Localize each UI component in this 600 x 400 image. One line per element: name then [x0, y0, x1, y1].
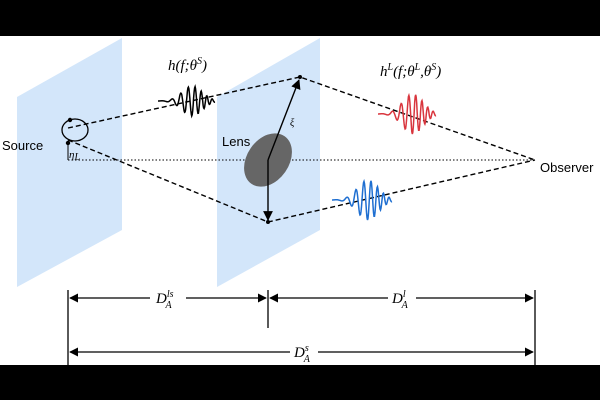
label-bg — [150, 286, 186, 310]
part: (f;θ — [393, 64, 415, 80]
part: h(f;θ — [168, 58, 198, 74]
binary-star — [67, 117, 73, 123]
sup: S — [197, 56, 202, 67]
observer-label: Observer — [540, 160, 594, 175]
d-s-label: Ds A — [293, 343, 311, 365]
base: D — [293, 345, 305, 361]
label-bg — [388, 286, 416, 310]
sup: S — [431, 62, 436, 73]
part: h — [380, 64, 388, 80]
source-wave-label: h(f;θS) — [168, 56, 207, 74]
eta-sub: L — [73, 152, 80, 163]
source-plane — [17, 38, 122, 287]
sub: A — [401, 300, 409, 311]
sup: L — [387, 62, 394, 73]
top-bar — [0, 0, 600, 36]
sub: A — [303, 354, 311, 365]
sup: L — [414, 62, 421, 73]
binary-orbit — [61, 118, 89, 142]
source-label: Source — [2, 138, 43, 153]
part: ) — [201, 58, 207, 74]
label-bg — [290, 340, 318, 364]
d-ls-label: Dls A — [155, 289, 174, 311]
base: D — [155, 291, 167, 307]
upper-ray — [67, 76, 536, 161]
xi-arrow — [267, 79, 301, 161]
xi-label: ξ — [290, 118, 295, 129]
sup: s — [305, 343, 309, 354]
part: ) — [435, 64, 441, 80]
image-point — [298, 75, 302, 79]
bottom-bar — [0, 365, 600, 400]
eta-base: η — [69, 149, 74, 161]
part: ,θ — [420, 64, 432, 80]
sup: ls — [167, 289, 174, 300]
sup: l — [403, 289, 406, 300]
eta-label: ηL — [69, 149, 80, 163]
image-point — [266, 220, 270, 224]
lensed-wave-label: hL(f;θL,θS) — [380, 62, 441, 80]
source-wave — [158, 84, 216, 119]
lensed-wave-lower — [332, 178, 393, 221]
base: D — [391, 291, 403, 307]
d-l-label: Dl A — [391, 289, 409, 311]
lens-label: Lens — [222, 134, 251, 149]
sub: A — [165, 300, 173, 311]
lensed-wave-upper — [378, 92, 437, 135]
binary-star — [65, 140, 71, 146]
